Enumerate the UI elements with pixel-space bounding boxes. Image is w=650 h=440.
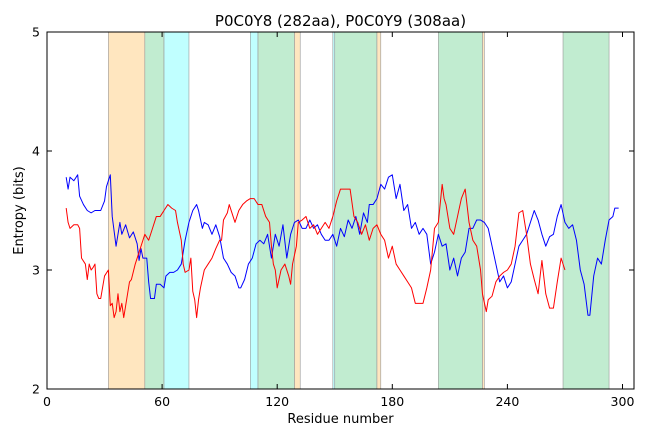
x-tick-label: 300 bbox=[611, 394, 635, 409]
highlight-region bbox=[438, 31, 483, 390]
series-line bbox=[65, 174, 619, 316]
highlight-region bbox=[562, 31, 610, 390]
x-tick-label: 120 bbox=[265, 394, 289, 409]
x-tick-label: 60 bbox=[154, 394, 170, 409]
highlight-region bbox=[163, 31, 190, 390]
highlight-region bbox=[294, 31, 301, 390]
series-line bbox=[65, 183, 566, 319]
y-tick-label: 3 bbox=[32, 263, 40, 278]
y-tick-label: 5 bbox=[32, 25, 40, 40]
y-tick-label: 4 bbox=[32, 144, 40, 159]
x-tick-label: 0 bbox=[43, 394, 51, 409]
highlight-region bbox=[482, 31, 485, 390]
highlight-regions bbox=[108, 31, 610, 390]
plot-frame bbox=[46, 31, 635, 390]
y-tick-label: 2 bbox=[32, 382, 40, 397]
highlight-region bbox=[376, 31, 382, 390]
highlight-region bbox=[250, 31, 259, 390]
y-axis-label: Entropy (bits) bbox=[12, 166, 27, 255]
x-axis-label: Residue number bbox=[287, 412, 394, 427]
chart-title: P0C0Y8 (282aa), P0C0Y9 (308aa) bbox=[215, 12, 466, 30]
highlight-region bbox=[108, 31, 146, 390]
highlight-region bbox=[144, 31, 165, 390]
x-tick-label: 240 bbox=[495, 394, 519, 409]
highlight-region bbox=[334, 31, 378, 390]
series-layer bbox=[65, 174, 619, 319]
axis-ticks: 0 60 120 180 240 300 2 3 4 5 bbox=[32, 25, 634, 410]
x-tick-label: 180 bbox=[380, 394, 404, 409]
